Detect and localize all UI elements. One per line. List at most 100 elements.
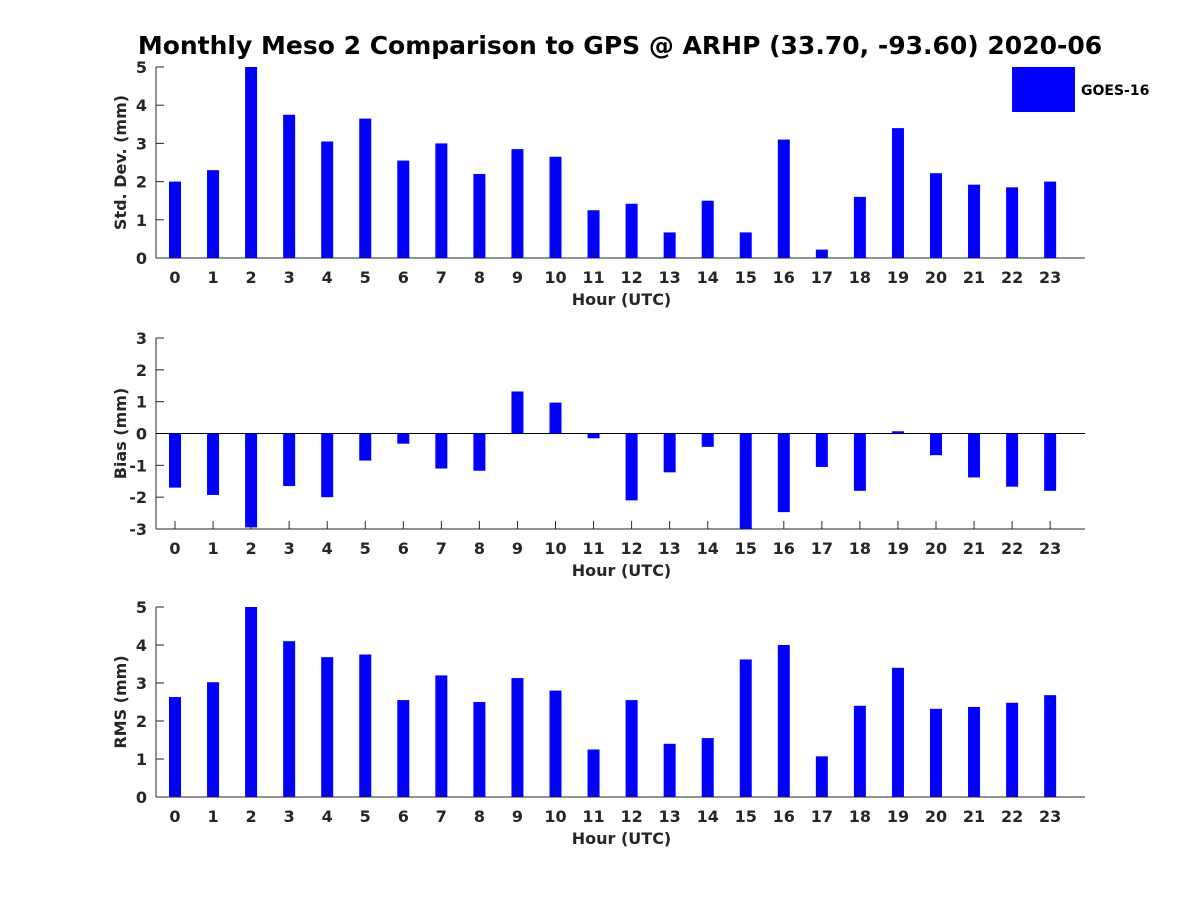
x-tick-label: 20 (925, 539, 947, 558)
y-tick-label: -1 (129, 456, 147, 475)
chart-title: Monthly Meso 2 Comparison to GPS @ ARHP … (138, 31, 1102, 60)
x-tick-label: 0 (169, 268, 180, 287)
x-tick-label: 3 (284, 268, 295, 287)
bar-hour-9 (511, 149, 524, 258)
x-tick-label: 12 (620, 268, 642, 287)
bar-hour-6 (397, 160, 410, 258)
bar-hour-8 (473, 433, 486, 471)
x-axis-label: Hour (UTC) (572, 829, 672, 848)
bar-hour-5 (359, 654, 372, 797)
bar-hour-14 (701, 200, 714, 258)
x-axis-label: Hour (UTC) (572, 561, 672, 580)
y-tick-label: 2 (136, 361, 147, 380)
y-axis-label: Std. Dev. (mm) (111, 95, 130, 230)
bar-hour-11 (587, 210, 600, 258)
x-tick-label: 17 (811, 807, 833, 826)
x-tick-label: 6 (398, 807, 409, 826)
x-tick-label: 16 (773, 268, 795, 287)
x-tick-label: 12 (620, 539, 642, 558)
legend: GOES-16 (1012, 67, 1149, 112)
y-tick-label: 1 (136, 393, 147, 412)
bar-hour-21 (968, 706, 981, 797)
bar-hour-3 (283, 114, 296, 258)
y-tick-label: 4 (136, 96, 147, 115)
bar-hour-7 (435, 143, 448, 258)
bar-hour-22 (1006, 702, 1019, 797)
bar-hour-5 (359, 118, 372, 258)
bar-hour-19 (891, 431, 904, 434)
bar-hour-16 (777, 645, 790, 797)
x-tick-label: 16 (773, 539, 795, 558)
bar-hour-14 (701, 433, 714, 447)
x-tick-label: 7 (436, 807, 447, 826)
y-tick-label: -2 (129, 488, 147, 507)
x-tick-label: 13 (659, 807, 681, 826)
x-tick-label: 3 (284, 539, 295, 558)
bar-hour-20 (930, 173, 942, 258)
x-tick-label: 6 (398, 268, 409, 287)
x-tick-label: 18 (849, 268, 871, 287)
legend-swatch (1012, 67, 1075, 112)
x-tick-label: 1 (207, 539, 218, 558)
bar-hour-5 (359, 433, 372, 461)
bar-hour-22 (1006, 433, 1019, 487)
bar-hour-23 (1044, 181, 1057, 258)
x-tick-label: 13 (659, 539, 681, 558)
x-tick-label: 17 (811, 539, 833, 558)
bar-hour-10 (549, 156, 562, 258)
bar-hour-12 (625, 700, 638, 797)
x-tick-label: 19 (887, 268, 909, 287)
x-tick-label: 10 (544, 539, 566, 558)
x-tick-label: 19 (887, 539, 909, 558)
x-tick-label: 0 (169, 807, 180, 826)
x-tick-label: 11 (582, 539, 604, 558)
bar-hour-0 (169, 181, 181, 258)
bar-hour-20 (930, 433, 942, 456)
x-tick-label: 21 (963, 539, 985, 558)
y-tick-label: 0 (136, 788, 147, 807)
bar-hour-23 (1044, 695, 1057, 797)
x-tick-label: 1 (207, 807, 218, 826)
bar-hour-7 (435, 433, 448, 469)
x-tick-label: 23 (1039, 539, 1061, 558)
bar-hour-6 (397, 700, 410, 797)
bar-hour-12 (625, 433, 638, 501)
x-tick-label: 23 (1039, 268, 1061, 287)
y-tick-label: 0 (136, 249, 147, 268)
x-tick-label: 5 (360, 539, 371, 558)
bar-hour-19 (891, 128, 904, 258)
bar-hour-17 (815, 756, 828, 797)
bar-hour-4 (321, 433, 334, 498)
bar-hour-21 (968, 184, 981, 258)
x-tick-label: 0 (169, 539, 180, 558)
bar-hour-2 (245, 607, 258, 797)
bar-hour-15 (739, 232, 752, 258)
bar-hour-9 (511, 391, 524, 434)
x-tick-label: 14 (697, 807, 719, 826)
x-tick-label: 5 (360, 807, 371, 826)
y-tick-label: 3 (136, 134, 147, 153)
bar-hour-13 (663, 232, 676, 258)
bar-hour-2 (245, 67, 258, 258)
x-tick-label: 1 (207, 268, 218, 287)
bar-hour-0 (169, 697, 181, 797)
bar-hour-17 (815, 433, 828, 467)
bar-hour-8 (473, 702, 486, 797)
bar-hour-13 (663, 433, 676, 473)
y-tick-label: 1 (136, 750, 147, 769)
x-tick-label: 13 (659, 268, 681, 287)
y-tick-label: -3 (129, 520, 147, 539)
x-tick-label: 10 (544, 807, 566, 826)
bar-hour-2 (245, 433, 258, 528)
x-tick-label: 15 (735, 268, 757, 287)
x-tick-label: 10 (544, 268, 566, 287)
bar-hour-12 (625, 203, 638, 258)
x-tick-label: 2 (246, 268, 257, 287)
y-tick-label: 5 (136, 58, 147, 77)
bar-hour-18 (853, 705, 866, 797)
x-tick-label: 14 (697, 268, 719, 287)
y-tick-label: 5 (136, 598, 147, 617)
y-tick-label: 2 (136, 712, 147, 731)
